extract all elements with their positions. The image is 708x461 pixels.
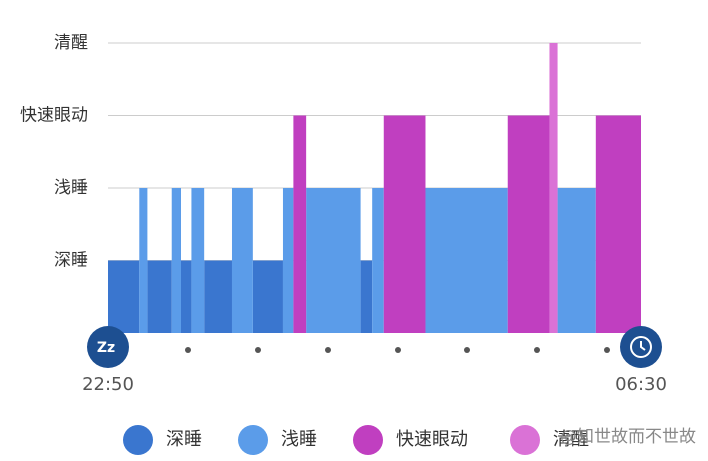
axis-dots (185, 347, 610, 353)
stage-bar (180, 260, 192, 333)
stage-bar (252, 260, 283, 333)
legend-swatch (510, 425, 540, 455)
stage-bar (360, 260, 373, 333)
y-tick-label: 深睡 (54, 251, 88, 271)
wake-icon (620, 326, 662, 368)
legend-label: 深睡 (166, 429, 202, 450)
stage-bar (306, 188, 361, 333)
stage-bar (191, 188, 205, 333)
legend-swatch (238, 425, 268, 455)
stage-bar (557, 188, 596, 333)
legend-label: 浅睡 (281, 429, 317, 450)
legend-swatch (123, 425, 153, 455)
stage-bar (372, 188, 384, 333)
stage-bar (507, 115, 550, 333)
stage-bar (595, 115, 641, 333)
stage-bar (147, 260, 172, 333)
stage-bar (293, 115, 307, 333)
watermark: @知世故而不世故 (560, 427, 696, 447)
stage-bar (383, 115, 426, 333)
stage-bar (425, 188, 508, 333)
y-tick-label: 清醒 (54, 33, 88, 53)
stage-bar (549, 43, 558, 333)
svg-text:Zz: Zz (97, 340, 115, 356)
stage-bar (171, 188, 181, 333)
y-tick-label: 快速眼动 (20, 106, 88, 126)
legend-label: 清醒 (553, 429, 589, 450)
y-tick-label: 浅睡 (54, 178, 88, 198)
x-tick-label: 06:30 (615, 374, 667, 395)
stage-bar (204, 260, 232, 333)
legend-swatch (353, 425, 383, 455)
stage-bar (282, 188, 294, 333)
x-tick-label: 22:50 (82, 374, 134, 395)
stage-bar (231, 188, 253, 333)
sleep-start-icon: Zz (87, 326, 129, 368)
stage-bar (139, 188, 148, 333)
legend-label: 快速眼动 (396, 429, 468, 450)
stage-bar (108, 260, 140, 333)
